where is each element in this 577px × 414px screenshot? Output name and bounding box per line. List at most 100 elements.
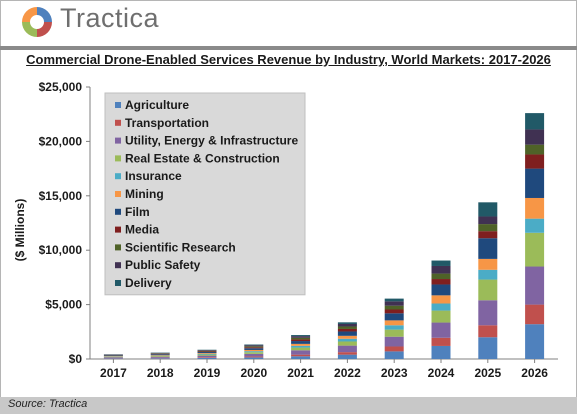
- brand-name: Tractica: [60, 3, 160, 33]
- bar-segment: [337, 331, 357, 336]
- bar-segment: [384, 309, 404, 314]
- bar-segment: [244, 349, 264, 352]
- legend-label: Transportation: [125, 116, 209, 130]
- bar-segment: [525, 304, 545, 325]
- x-tick-label: 2018: [147, 366, 174, 380]
- x-tick-label: 2022: [334, 366, 361, 380]
- legend-box: [104, 92, 306, 296]
- legend-swatch: [115, 226, 121, 233]
- bar-segment: [197, 354, 217, 356]
- bar-segment: [244, 352, 264, 354]
- bar-segment: [384, 298, 404, 302]
- bar-segment: [150, 354, 170, 355]
- bar-segment: [525, 154, 545, 169]
- legend-label: Scientific Research: [125, 240, 236, 254]
- legend-swatch: [115, 244, 121, 251]
- bar-segment: [431, 295, 451, 304]
- bar-segment: [197, 351, 217, 353]
- bar-segment: [103, 357, 123, 359]
- bar-segment: [525, 113, 545, 130]
- bar-segment: [244, 348, 264, 350]
- legend-swatch: [115, 137, 121, 144]
- legend-label: Media: [125, 223, 159, 237]
- x-tick-label: 2021: [287, 366, 314, 380]
- bar-segment: [244, 345, 264, 347]
- bar-segment: [291, 335, 311, 337]
- header: Tractica: [0, 0, 577, 46]
- legend-swatch: [115, 191, 121, 197]
- bar-segment: [525, 129, 545, 145]
- bar-segment: [291, 337, 311, 340]
- bar-segment: [431, 273, 451, 280]
- x-tick-label: 2017: [100, 366, 127, 380]
- bar-segment: [431, 337, 451, 346]
- bar-segment: [431, 265, 451, 274]
- bar-segment: [384, 313, 404, 321]
- bar-segment: [384, 320, 404, 326]
- legend-label: Insurance: [125, 169, 182, 183]
- bar-segment: [244, 357, 264, 359]
- bar-segment: [244, 346, 264, 348]
- bar-segment: [150, 356, 170, 358]
- bar-segment: [431, 303, 451, 311]
- bar-segment: [291, 345, 311, 348]
- bar-segment: [478, 216, 498, 225]
- header-rule: [0, 46, 577, 50]
- bar-segment: [291, 343, 311, 346]
- chart-title: Commercial Drone-Enabled Services Revenu…: [26, 52, 551, 67]
- bar-segment: [431, 284, 451, 296]
- legend-swatch: [115, 280, 121, 286]
- legend-label: Mining: [125, 187, 164, 201]
- bar-segment: [337, 323, 357, 327]
- y-tick-label: $20,000: [39, 134, 83, 148]
- bar-segment: [197, 357, 217, 358]
- bar-segment: [525, 232, 545, 267]
- x-tick-label: 2019: [194, 366, 221, 380]
- bar-segment: [431, 260, 451, 266]
- bar-segment: [384, 301, 404, 306]
- x-tick-label: 2025: [474, 366, 501, 380]
- bar-segment: [525, 197, 545, 219]
- bar-segment: [431, 322, 451, 338]
- x-tick-label: 2020: [240, 366, 267, 380]
- bar-segment: [244, 356, 264, 358]
- bar-segment: [337, 354, 357, 359]
- bar-segment: [337, 322, 357, 324]
- legend-swatch: [115, 102, 121, 108]
- bar-segment: [291, 339, 311, 342]
- bar-segment: [478, 269, 498, 280]
- bar-segment: [478, 325, 498, 338]
- legend-label: Agriculture: [125, 98, 189, 112]
- bar-segment: [384, 336, 404, 347]
- bar-segment: [291, 336, 311, 338]
- bar-segment: [244, 344, 264, 346]
- bar-segment: [291, 354, 311, 357]
- bar-segment: [197, 352, 217, 354]
- bar-segment: [384, 329, 404, 337]
- bar-segment: [197, 353, 217, 355]
- bar-segment: [197, 355, 217, 358]
- x-tick-label: 2023: [381, 366, 408, 380]
- y-tick-label: $25,000: [39, 80, 83, 94]
- bar-segment: [384, 351, 404, 359]
- x-tick-label: 2024: [428, 366, 455, 380]
- bar-segment: [478, 202, 498, 217]
- bar-segment: [103, 358, 123, 359]
- bar-segment: [478, 258, 498, 270]
- legend-label: Public Safety: [125, 258, 201, 272]
- bar-segment: [103, 355, 123, 357]
- bar-segment: [478, 238, 498, 259]
- bar-segment: [337, 352, 357, 355]
- y-tick-label: $15,000: [39, 189, 83, 203]
- legend-swatch: [115, 208, 121, 215]
- bar-segment: [337, 326, 357, 329]
- bar-segment: [244, 353, 264, 357]
- bar-segment: [197, 353, 217, 354]
- bar-segment: [478, 337, 498, 359]
- legend-swatch: [115, 119, 121, 126]
- bar-segment: [150, 358, 170, 359]
- bar-segment: [291, 356, 311, 359]
- tractica-swirl-logo: [20, 5, 54, 44]
- bar-segment: [337, 328, 357, 332]
- legend-label: Real Estate & Construction: [125, 151, 280, 165]
